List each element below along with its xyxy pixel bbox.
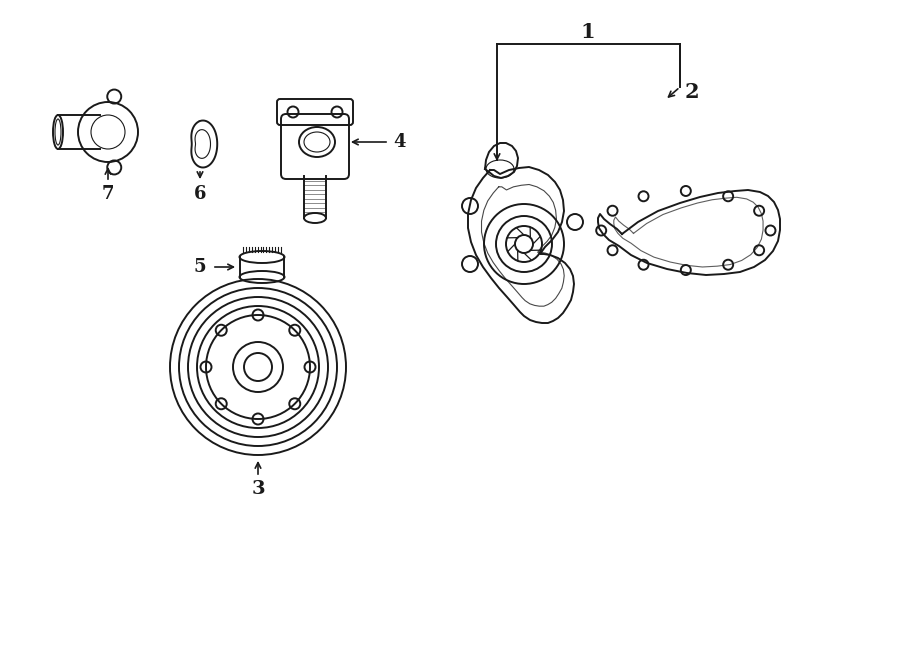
- Text: 1: 1: [580, 22, 595, 42]
- Text: 6: 6: [194, 185, 206, 203]
- Text: 4: 4: [392, 133, 405, 151]
- Text: 7: 7: [102, 185, 114, 203]
- Text: 3: 3: [251, 480, 265, 498]
- Text: 2: 2: [685, 82, 699, 102]
- Text: 5: 5: [194, 258, 206, 276]
